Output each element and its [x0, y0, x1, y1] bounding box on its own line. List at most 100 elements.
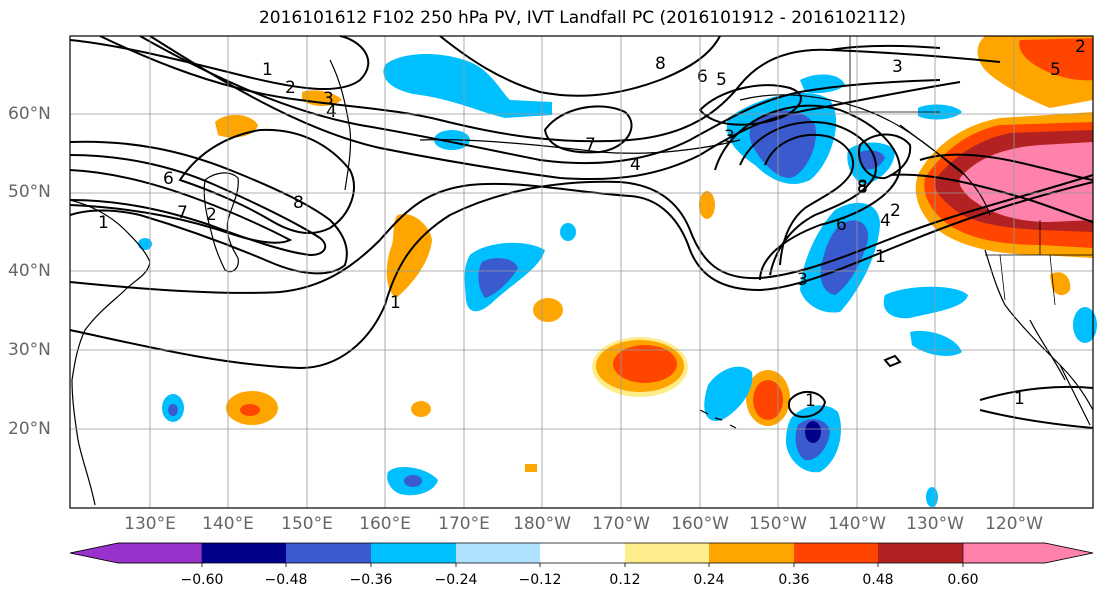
- contour-label: 3: [323, 89, 334, 109]
- colorbar-segment: [625, 543, 709, 563]
- lon-label: 160°W: [671, 514, 729, 534]
- colorbar-segment: [202, 543, 286, 563]
- shade-positive-region: [959, 142, 1093, 222]
- colorbar: [69, 542, 1094, 567]
- colorbar-segment: [456, 543, 540, 563]
- colorbar-segment: [371, 543, 456, 563]
- shade-positive-region: [240, 404, 260, 416]
- lon-label: 140°E: [202, 514, 254, 534]
- us-borders: [985, 220, 1093, 306]
- shade-negative-region: [800, 74, 845, 94]
- contour-label: 1: [262, 60, 273, 80]
- contour-line: [178, 128, 355, 235]
- colorbar-segment: [962, 542, 1094, 564]
- colorbar-tick-label: −0.12: [518, 572, 562, 588]
- hawaii-islands: [699, 409, 737, 429]
- lon-label: 150°E: [281, 514, 333, 534]
- lat-label: 20°N: [8, 419, 51, 439]
- colorbar-tick-label: 0.36: [778, 572, 810, 588]
- aleutian-coastline: [419, 139, 741, 154]
- lon-label: 170°W: [592, 514, 650, 534]
- contour-label: 4: [880, 211, 891, 231]
- contour-line: [69, 174, 1094, 370]
- shade-negative-region: [805, 421, 821, 443]
- shade-positive-region: [1050, 272, 1071, 296]
- shade-negative-region: [478, 258, 518, 298]
- gridlines: [70, 36, 1093, 508]
- us-west-coastline: [984, 249, 1094, 411]
- pv-contours: [69, 35, 1094, 429]
- contour-line: [858, 133, 912, 180]
- colorbar-tick-label: 0.12: [609, 572, 641, 588]
- contour-label: 8: [293, 193, 304, 213]
- shade-negative-region: [820, 220, 869, 295]
- contour-label: 2: [206, 205, 217, 225]
- contour-label: 4: [630, 155, 641, 175]
- colorbar-segment: [286, 543, 371, 563]
- colorbar-tick-label: −0.24: [434, 572, 478, 588]
- shade-negative-region: [560, 223, 576, 241]
- shade-positive-region: [1019, 38, 1093, 81]
- contour-line: [714, 104, 902, 281]
- colorbar-tick-label: −0.60: [180, 572, 224, 588]
- contour-line: [69, 169, 293, 244]
- colorbar-segment: [709, 543, 794, 563]
- shade-negative-region: [383, 54, 552, 118]
- contour-label: 3: [797, 270, 808, 290]
- contour-line: [764, 133, 855, 266]
- contour-label: 8: [857, 178, 868, 198]
- contour-line: [543, 105, 633, 154]
- lon-label: 180°W: [513, 514, 571, 534]
- mexico-coastline: [1059, 364, 1091, 426]
- contour-label: 1: [1014, 389, 1025, 409]
- contour-line: [698, 84, 802, 126]
- lon-label: 140°W: [828, 514, 886, 534]
- contour-line: [69, 140, 348, 275]
- japan-coastline: [203, 172, 239, 273]
- shade-positive-region: [525, 464, 537, 472]
- shade-positive-region: [411, 401, 431, 417]
- contour-line: [69, 181, 1094, 294]
- contour-label: 1: [805, 391, 816, 411]
- ivt-shading: [138, 36, 1097, 507]
- lat-label: 60°N: [8, 104, 51, 124]
- contour-line: [69, 35, 370, 91]
- contour-line: [439, 35, 721, 97]
- contour-line: [829, 44, 941, 51]
- contour-label: 7: [177, 203, 188, 223]
- shade-positive-region: [533, 298, 563, 322]
- contour-line: [69, 154, 327, 257]
- contour-label: 6: [697, 67, 708, 87]
- lon-label: 160°E: [359, 514, 411, 534]
- shade-negative-region: [168, 404, 178, 416]
- colorbar-segment: [794, 543, 878, 563]
- contour-label: 3: [724, 127, 735, 147]
- colorbar-tick-label: −0.48: [264, 572, 308, 588]
- lat-label: 30°N: [8, 340, 51, 360]
- lon-label: 120°W: [985, 514, 1043, 534]
- contour-label: 5: [716, 70, 727, 90]
- contour-label: 4: [326, 102, 337, 122]
- colorbar-tick-label: 0.48: [862, 572, 894, 588]
- coastlines: [69, 36, 1094, 506]
- colorbar-tick-label: 0.24: [693, 572, 725, 588]
- shade-positive-region: [753, 380, 783, 420]
- shade-positive-region: [386, 214, 432, 298]
- plot-title: 2016101612 F102 250 hPa PV, IVT Landfall…: [258, 8, 906, 28]
- contour-label: 8: [655, 54, 666, 74]
- colorbar-tick-label: −0.36: [349, 572, 393, 588]
- shade-negative-region: [404, 475, 422, 487]
- contour-label: 3: [892, 57, 903, 77]
- shade-positive-region: [699, 191, 715, 219]
- contour-line: [919, 153, 1094, 181]
- colorbar-segment: [540, 543, 625, 563]
- contour-label: 2: [1075, 37, 1086, 57]
- shade-negative-region: [1073, 307, 1097, 343]
- kamchatka-coastline: [329, 59, 352, 191]
- contour-line: [149, 35, 961, 181]
- asia-coastline: [69, 199, 151, 506]
- lon-label: 170°E: [438, 514, 490, 534]
- shade-negative-region: [926, 487, 938, 507]
- contour-line: [889, 173, 1094, 223]
